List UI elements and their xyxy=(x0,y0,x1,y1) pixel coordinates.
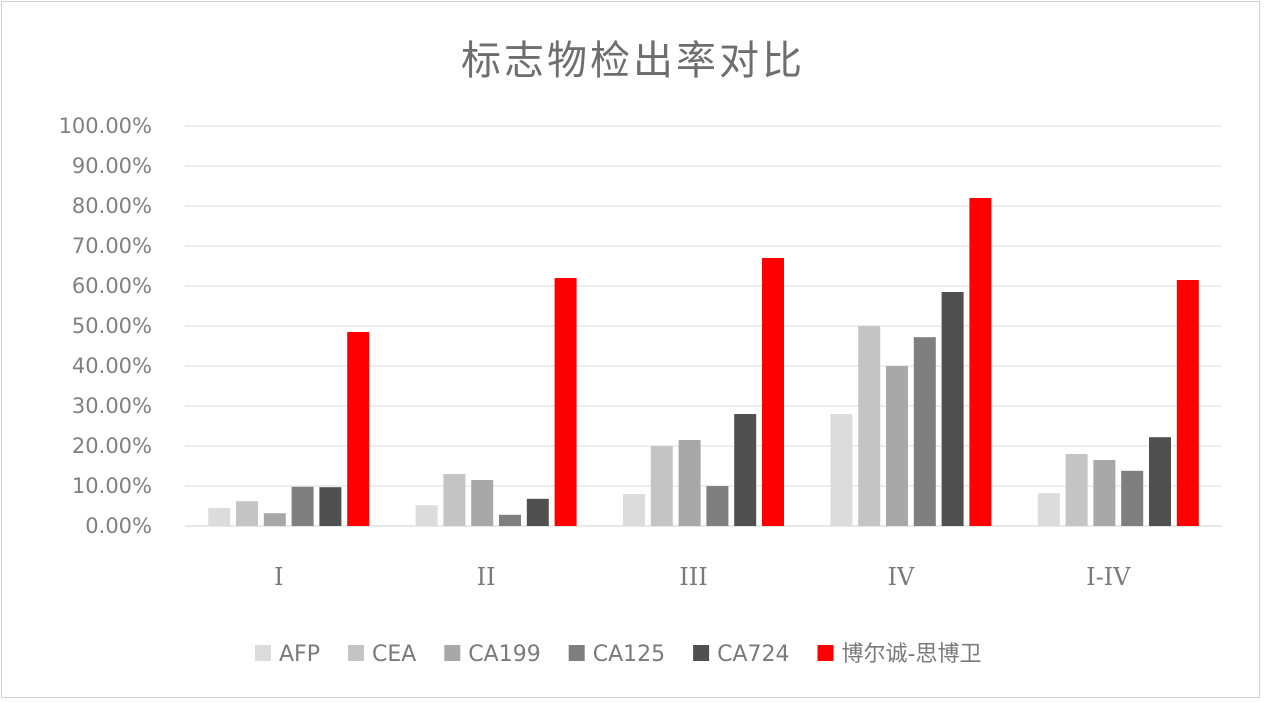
legend-swatch xyxy=(693,645,710,661)
bar xyxy=(706,486,729,526)
legend-swatch xyxy=(444,645,461,661)
y-tick-label: 20.00% xyxy=(72,434,152,458)
legend-label: AFP xyxy=(279,642,320,667)
x-tick-label: I-IV xyxy=(1086,563,1131,591)
legend-label: CA125 xyxy=(593,642,665,667)
legend-swatch xyxy=(817,645,834,661)
y-tick-label: 70.00% xyxy=(72,234,152,258)
y-tick-label: 40.00% xyxy=(72,354,152,378)
bar xyxy=(263,513,286,526)
bar xyxy=(941,292,964,526)
bar xyxy=(969,198,992,526)
bar xyxy=(499,514,521,526)
y-tick-label: 0.00% xyxy=(85,514,152,538)
bar xyxy=(762,258,784,526)
bar xyxy=(554,278,577,526)
bar xyxy=(1176,280,1199,526)
bar xyxy=(830,414,853,526)
bar xyxy=(650,446,673,526)
bar xyxy=(236,501,258,526)
y-tick-label: 30.00% xyxy=(72,394,152,418)
x-tick-label: III xyxy=(679,563,707,591)
bar xyxy=(208,508,231,526)
bar xyxy=(471,480,494,526)
legend-label: CA724 xyxy=(717,642,789,667)
bar xyxy=(291,486,314,526)
x-tick-label: I xyxy=(274,563,283,591)
bar xyxy=(1065,454,1088,526)
x-tick-label: II xyxy=(477,563,496,591)
bar xyxy=(1037,493,1060,526)
legend-swatch xyxy=(568,645,585,661)
bar xyxy=(734,414,757,526)
y-tick-label: 50.00% xyxy=(72,314,152,338)
bar xyxy=(886,366,908,526)
legend-label: CEA xyxy=(372,642,416,667)
bar xyxy=(347,332,370,526)
bar xyxy=(858,326,881,526)
legend-swatch xyxy=(255,645,271,661)
bar xyxy=(678,440,701,526)
bar xyxy=(1093,460,1116,526)
bar xyxy=(913,337,936,526)
bar xyxy=(526,498,549,526)
bar xyxy=(319,487,342,526)
legend-label: 博尔诚-思博卫 xyxy=(842,642,982,667)
x-tick-label: IV xyxy=(887,563,914,591)
y-tick-label: 100.00% xyxy=(59,114,152,138)
bar xyxy=(1121,470,1144,526)
legend-swatch xyxy=(347,645,364,661)
bar xyxy=(443,474,466,526)
bar xyxy=(415,505,438,526)
y-tick-label: 80.00% xyxy=(72,194,152,218)
y-tick-label: 10.00% xyxy=(72,474,152,498)
y-tick-label: 60.00% xyxy=(72,274,152,298)
legend-label: CA199 xyxy=(468,642,540,667)
y-tick-label: 90.00% xyxy=(72,154,152,178)
chart-title: 标志物检出率对比 xyxy=(461,38,805,84)
bar xyxy=(623,494,645,526)
bar xyxy=(1149,437,1171,526)
